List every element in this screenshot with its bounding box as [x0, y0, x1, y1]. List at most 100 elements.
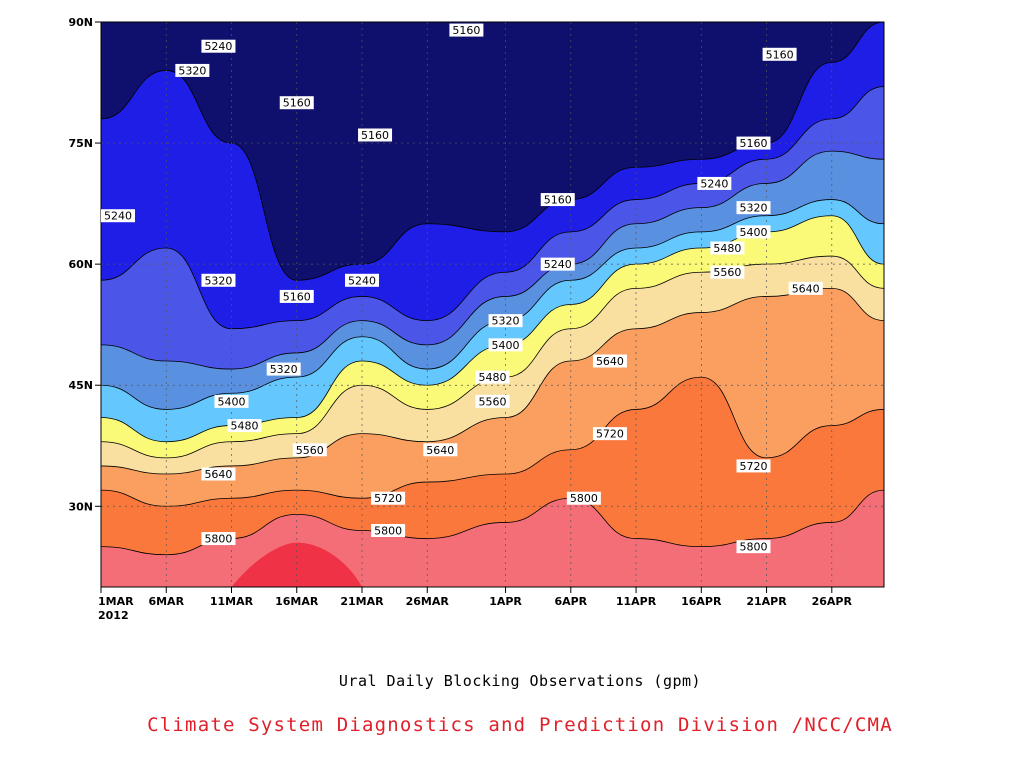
contour-label-box: [201, 467, 236, 481]
contour-label-value: 5400: [740, 226, 768, 239]
contour-label-box: [736, 459, 771, 473]
contour-label-box: [540, 257, 575, 271]
contour-label-box: [540, 193, 575, 207]
x-axis-ticks: 1MAR 6MAR 11MAR 16MAR 21MAR 26MAR 1APR 6APR 11AP…: [98, 587, 853, 622]
contour-label-value: 5400: [218, 395, 246, 408]
contour-label-value: 5400: [492, 339, 520, 352]
contour-label-value: 5320: [178, 64, 206, 77]
contour-label-box: [566, 491, 601, 505]
contour-label-value: 5160: [452, 24, 480, 37]
contour-label-box: [475, 394, 510, 408]
contour-label-box: [371, 491, 406, 505]
x-tick-label: 6APR: [554, 595, 587, 608]
contour-label-value: 5800: [740, 541, 768, 554]
contour-label-box: [201, 532, 236, 546]
contour-label-box: [592, 354, 627, 368]
contour-label-box: [266, 362, 301, 376]
y-tick-label: 75N: [68, 137, 93, 150]
contour-label-value: 5720: [596, 428, 624, 441]
contour-label-value: 5720: [740, 460, 768, 473]
contour-label-box: [201, 273, 236, 287]
contour-label-box: [279, 96, 314, 110]
contour-label-value: 5800: [204, 533, 232, 546]
x-tick-label: 16MAR: [275, 595, 319, 608]
contour-label-box: [762, 47, 797, 61]
contour-label-value: 5560: [479, 395, 507, 408]
contour-label-value: 5160: [283, 97, 311, 110]
contour-label-value: 5640: [204, 468, 232, 481]
grid-lines: [101, 22, 884, 587]
y-tick-label: 30N: [68, 500, 93, 513]
x-tick-label: 1MAR: [98, 595, 134, 608]
contour-label-value: 5160: [544, 194, 572, 207]
contour-label-value: 5160: [740, 137, 768, 150]
contour-labels: 5160 5240 5320 5160 5160 5160 5240 5160 5160 5240…: [101, 23, 823, 554]
plot-frame: [100, 21, 885, 588]
contour-label-value: 5320: [740, 202, 768, 215]
contour-label-value: 5560: [296, 444, 324, 457]
contour-label-value: 5320: [492, 315, 520, 328]
x-tick-label: 6MAR: [148, 595, 184, 608]
contour-label-value: 5480: [231, 420, 259, 433]
contour-label-box: [736, 201, 771, 215]
isoline-5640: [100, 287, 885, 475]
contour-label-box: [292, 443, 327, 457]
contour-label-box: [788, 281, 823, 295]
isoline-5720: [100, 376, 885, 507]
x-tick-label: 16APR: [681, 595, 722, 608]
contour-label-value: 5160: [283, 290, 311, 303]
contour-label-box: [101, 209, 135, 223]
x-tick-label: 1APR: [489, 595, 522, 608]
contour-label-value: 5240: [700, 177, 728, 190]
credit-line: Climate System Diagnostics and Predictio…: [147, 714, 893, 736]
contour-label-box: [736, 225, 771, 239]
contour-label-value: 5320: [270, 363, 298, 376]
x-tick-label: 11APR: [616, 595, 657, 608]
contour-label-value: 5560: [713, 266, 741, 279]
x-tick-label: 11MAR: [210, 595, 254, 608]
contour-label-value: 5160: [361, 129, 389, 142]
contour-label-box: [423, 443, 458, 457]
contour-label-value: 5800: [374, 525, 402, 538]
contour-label-box: [358, 128, 393, 142]
contour-label-box: [736, 540, 771, 554]
contour-label-box: [592, 427, 627, 441]
contour-label-box: [488, 338, 523, 352]
contour-label-box: [710, 265, 745, 279]
contour-label-box: [710, 241, 745, 255]
isoline-5240: [100, 86, 885, 330]
contour-label-box: [449, 23, 484, 37]
contour-label-value: 5240: [204, 40, 232, 53]
contour-label-box: [697, 176, 732, 190]
contour-label-value: 5480: [713, 242, 741, 255]
x-tick-label: 21APR: [746, 595, 787, 608]
contour-label-box: [227, 419, 262, 433]
contour-label-box: [475, 370, 510, 384]
x-axis-year: 2012: [98, 609, 129, 622]
contour-label-value: 5240: [348, 274, 376, 287]
contour-label-value: 5720: [374, 492, 402, 505]
y-tick-label: 90N: [68, 16, 93, 29]
contour-label-box: [345, 273, 379, 287]
contour-label-value: 5640: [426, 444, 454, 457]
contour-label-box: [175, 63, 210, 77]
contour-label-value: 5480: [479, 371, 507, 384]
contour-label-box: [201, 39, 236, 53]
y-tick-label: 45N: [68, 379, 93, 392]
y-tick-label: 60N: [68, 258, 93, 271]
x-tick-label: 26APR: [812, 595, 853, 608]
contour-label-value: 5320: [204, 274, 232, 287]
contour-label-box: [279, 289, 314, 303]
contour-label-value: 5800: [570, 492, 598, 505]
isoline-5320: [100, 150, 885, 370]
chart-title: Ural Daily Blocking Observations (gpm): [338, 672, 702, 690]
contour-label-box: [214, 394, 249, 408]
y-axis-ticks: 30N 45N 60N 75N 90N: [68, 16, 101, 513]
contour-label-value: 5640: [792, 282, 820, 295]
contour-label-value: 5240: [104, 210, 132, 223]
x-tick-label: 21MAR: [340, 595, 384, 608]
contour-label-box: [736, 136, 771, 150]
contour-label-value: 5240: [544, 258, 572, 271]
band-5880: [231, 542, 362, 587]
